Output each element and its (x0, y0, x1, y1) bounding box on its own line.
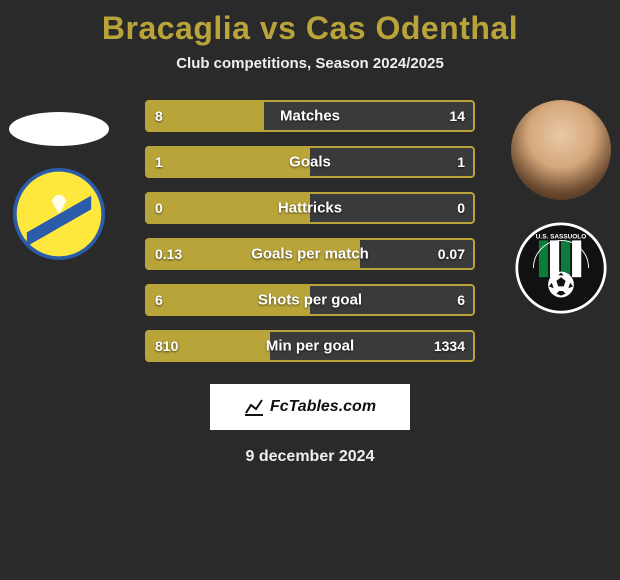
stat-row: 810 Min per goal 1334 (145, 330, 475, 362)
stat-label: Matches (280, 108, 340, 125)
left-club-logo (13, 168, 105, 260)
stat-label: Hattricks (278, 200, 342, 217)
subtitle: Club competitions, Season 2024/2025 (0, 55, 620, 72)
page-title: Bracaglia vs Cas Odenthal (0, 0, 620, 47)
stat-label: Min per goal (266, 338, 354, 355)
stat-label: Goals (289, 154, 331, 171)
stats-bars: 8 Matches 14 1 Goals 1 0 Hattricks 0 0.1… (145, 100, 475, 362)
left-player-column (4, 100, 114, 260)
watermark-text: FcTables.com (270, 398, 376, 416)
right-club-logo: U.S. SASSUOLO (515, 222, 607, 314)
right-player-column: U.S. SASSUOLO (506, 100, 616, 314)
stat-right-value: 1 (457, 154, 465, 170)
stat-row: 8 Matches 14 (145, 100, 475, 132)
stat-right-value: 1334 (434, 338, 465, 354)
stat-left-value: 6 (155, 292, 163, 308)
stat-left-value: 0.13 (155, 246, 182, 262)
right-player-photo (511, 100, 611, 200)
stat-row: 0.13 Goals per match 0.07 (145, 238, 475, 270)
stat-row: 6 Shots per goal 6 (145, 284, 475, 316)
watermark: FcTables.com (210, 384, 410, 430)
stat-right-value: 6 (457, 292, 465, 308)
stat-left-value: 1 (155, 154, 163, 170)
svg-text:U.S. SASSUOLO: U.S. SASSUOLO (536, 234, 586, 241)
stat-right-value: 0 (457, 200, 465, 216)
stat-left-value: 810 (155, 338, 178, 354)
stat-label: Shots per goal (258, 292, 362, 309)
stat-left-value: 0 (155, 200, 163, 216)
date: 9 december 2024 (0, 448, 620, 466)
stat-row: 1 Goals 1 (145, 146, 475, 178)
stat-left-value: 8 (155, 108, 163, 124)
chart-icon (244, 397, 264, 417)
stat-label: Goals per match (251, 246, 369, 263)
left-player-photo-placeholder (9, 112, 109, 146)
stat-right-value: 0.07 (438, 246, 465, 262)
comparison-content: U.S. SASSUOLO 8 Matches 14 1 Goals 1 0 H… (0, 100, 620, 362)
stat-right-value: 14 (449, 108, 465, 124)
stat-row: 0 Hattricks 0 (145, 192, 475, 224)
